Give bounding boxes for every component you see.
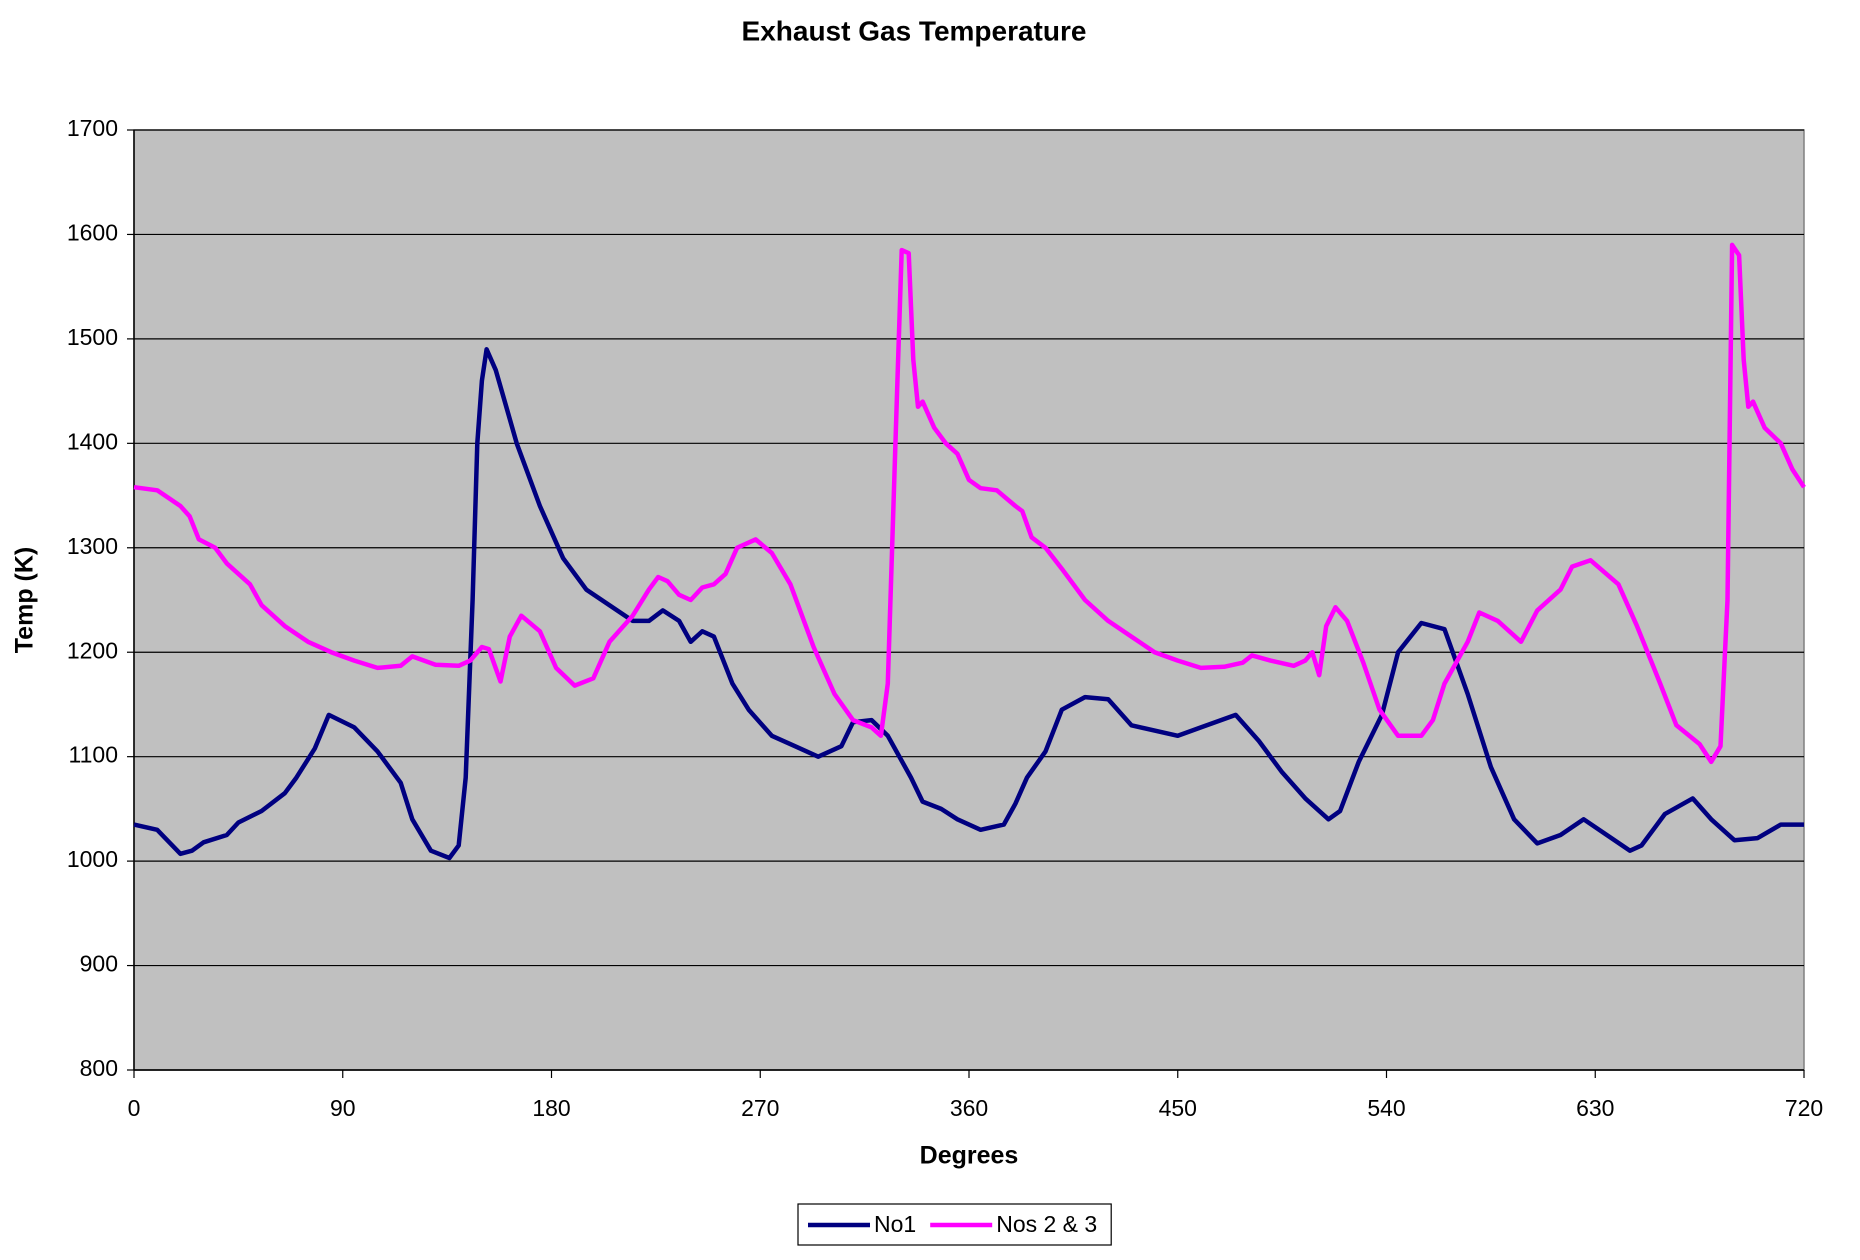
x-tick-label: 0 (128, 1095, 141, 1121)
y-tick-label: 1600 (67, 220, 118, 246)
y-axis-label: Temp (K) (11, 547, 39, 653)
x-tick-label: 630 (1576, 1095, 1614, 1121)
legend-label: Nos 2 & 3 (996, 1211, 1097, 1237)
x-tick-label: 450 (1159, 1095, 1197, 1121)
series-line (133, 242, 1806, 765)
legend-label: No1 (874, 1211, 916, 1237)
x-tick-label: 540 (1367, 1095, 1405, 1121)
x-tick-label: 90 (330, 1095, 356, 1121)
legend: No1 Nos 2 & 3 (797, 1203, 1112, 1246)
x-axis-label: Degrees (920, 1142, 1019, 1170)
y-tick-label: 1500 (67, 324, 118, 350)
y-tick-label: 1700 (67, 115, 118, 141)
y-tick-label: 1000 (67, 846, 118, 872)
series-line (133, 347, 1804, 861)
y-tick-label: 900 (80, 951, 118, 977)
y-tick-label: 1200 (67, 637, 118, 663)
x-tick-label: 720 (1785, 1095, 1823, 1121)
y-tick-label: 800 (80, 1055, 118, 1081)
y-tick-label: 1100 (69, 742, 118, 768)
x-tick-label: 270 (741, 1095, 779, 1121)
chart-title: Exhaust Gas Temperature (742, 15, 1087, 46)
x-tick-label: 180 (532, 1095, 570, 1121)
plot-area (133, 129, 1805, 1071)
y-tick-label: 1300 (67, 533, 118, 559)
x-tick-label: 360 (950, 1095, 988, 1121)
y-tick-label: 1400 (67, 428, 118, 454)
